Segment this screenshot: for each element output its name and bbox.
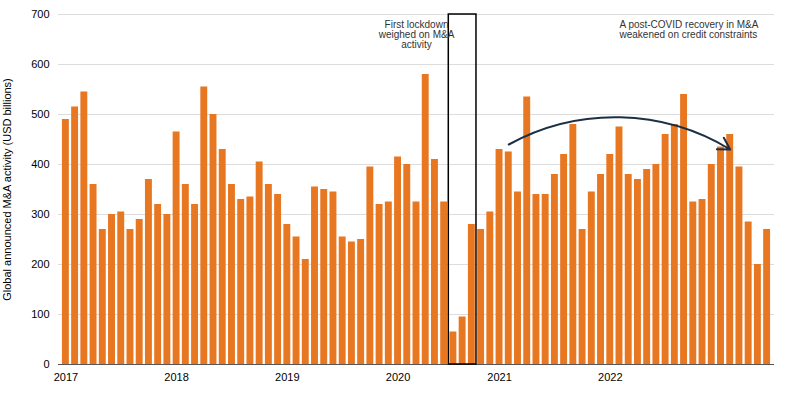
svg-text:0: 0 xyxy=(43,358,49,370)
svg-text:2017: 2017 xyxy=(54,371,78,383)
svg-text:700: 700 xyxy=(31,8,49,20)
svg-text:500: 500 xyxy=(31,108,49,120)
svg-text:First lockdownweighed on M&Aac: First lockdownweighed on M&Aactivity xyxy=(378,19,455,50)
svg-text:400: 400 xyxy=(31,158,49,170)
svg-text:2019: 2019 xyxy=(275,371,299,383)
svg-text:A post-COVID recovery in M&Awe: A post-COVID recovery in M&Aweakened on … xyxy=(618,19,758,40)
svg-text:200: 200 xyxy=(31,258,49,270)
svg-text:100: 100 xyxy=(31,308,49,320)
svg-text:Global announced M&A activity: Global announced M&A activity (USD billi… xyxy=(1,78,13,301)
svg-text:2021: 2021 xyxy=(487,371,511,383)
svg-text:2018: 2018 xyxy=(164,371,188,383)
svg-text:2020: 2020 xyxy=(386,371,410,383)
svg-text:300: 300 xyxy=(31,208,49,220)
svg-text:600: 600 xyxy=(31,58,49,70)
svg-text:2022: 2022 xyxy=(598,371,622,383)
